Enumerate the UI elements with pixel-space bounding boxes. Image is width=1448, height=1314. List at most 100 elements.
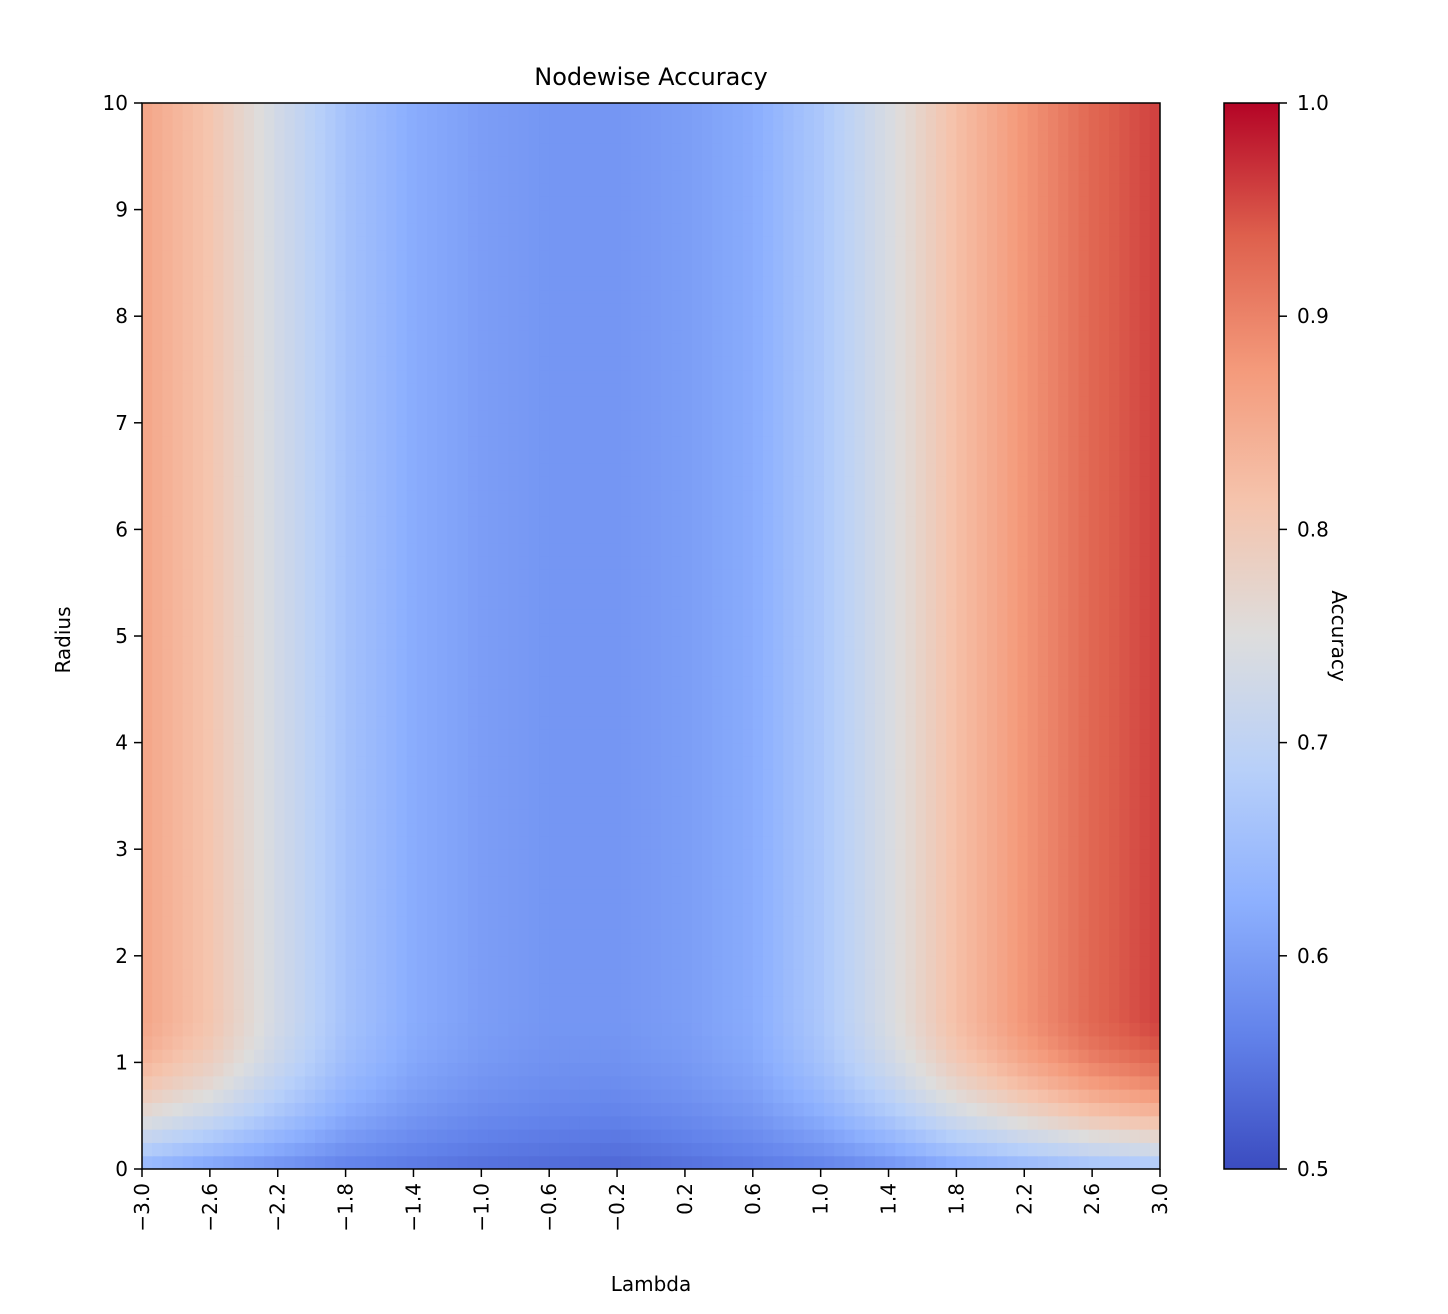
- heatmap-cell: [651, 1155, 662, 1169]
- heatmap-cell: [630, 1022, 642, 1037]
- heatmap-cell: [1119, 556, 1131, 570]
- heatmap-cell: [610, 862, 622, 877]
- heatmap-cell: [508, 995, 520, 1010]
- heatmap-cell: [1037, 502, 1049, 517]
- heatmap-cell: [600, 1022, 611, 1037]
- heatmap-cell: [793, 609, 805, 624]
- heatmap-cell: [304, 529, 316, 544]
- heatmap-cell: [589, 702, 601, 717]
- heatmap-cell: [1037, 822, 1049, 837]
- heatmap-cell: [1139, 1062, 1151, 1077]
- heatmap-cell: [946, 982, 957, 997]
- heatmap-cell: [986, 955, 998, 970]
- heatmap-cell: [467, 769, 479, 784]
- heatmap-cell: [213, 995, 225, 1010]
- heatmap-cell: [376, 1022, 387, 1037]
- heatmap-cell: [152, 795, 163, 810]
- heatmap-cell: [589, 809, 601, 824]
- heatmap-cell: [376, 1049, 387, 1064]
- heatmap-cell: [1119, 1129, 1131, 1143]
- heatmap-cell: [488, 715, 499, 730]
- heatmap-cell: [742, 782, 754, 797]
- heatmap-cell: [315, 622, 326, 637]
- heatmap-cell: [834, 529, 846, 544]
- heatmap-cell: [1078, 902, 1090, 917]
- heatmap-cell: [793, 955, 805, 970]
- heatmap-cell: [549, 1022, 560, 1037]
- heatmap-cell: [376, 795, 387, 810]
- heatmap-cell: [803, 516, 815, 530]
- heatmap-cell: [834, 1102, 846, 1117]
- heatmap-cell: [936, 809, 947, 824]
- heatmap-cell: [304, 915, 316, 930]
- heatmap-cell: [386, 516, 398, 530]
- heatmap-cell: [671, 955, 683, 970]
- heatmap-cell: [1129, 516, 1141, 530]
- heatmap-cell: [610, 889, 622, 904]
- heatmap-cell: [264, 636, 275, 650]
- heatmap-cell: [182, 969, 194, 984]
- heatmap-cell: [233, 915, 245, 930]
- heatmap-cell: [284, 822, 296, 837]
- heatmap-cell: [315, 915, 326, 930]
- heatmap-cell: [274, 596, 286, 610]
- heatmap-cell: [477, 742, 489, 757]
- heatmap-cell: [579, 1089, 591, 1103]
- heatmap-cell: [518, 1009, 530, 1024]
- heatmap-cell: [1007, 955, 1019, 970]
- heatmap-cell: [885, 556, 896, 570]
- heatmap-cell: [915, 742, 927, 757]
- heatmap-cell: [681, 822, 693, 837]
- heatmap-cell: [783, 1089, 795, 1103]
- heatmap-cell: [203, 742, 214, 757]
- heatmap-cell: [986, 636, 998, 650]
- heatmap-cell: [253, 542, 265, 557]
- heatmap-cell: [661, 1035, 672, 1050]
- heatmap-cell: [549, 929, 560, 944]
- heatmap-cell: [1098, 1049, 1110, 1064]
- heatmap-cell: [762, 849, 774, 864]
- heatmap-cell: [253, 1155, 265, 1169]
- heatmap-cell: [1007, 582, 1019, 597]
- heatmap-cell: [549, 849, 560, 864]
- heatmap-cell: [152, 929, 163, 944]
- heatmap-cell: [661, 1062, 672, 1077]
- heatmap-cell: [966, 942, 978, 957]
- heatmap-cell: [997, 662, 1008, 677]
- heatmap-cell: [315, 1089, 326, 1103]
- heatmap-cell: [172, 636, 184, 650]
- heatmap-cell: [325, 1142, 337, 1157]
- heatmap-cell: [1109, 1129, 1120, 1143]
- heatmap-cell: [437, 809, 448, 824]
- heatmap-cell: [915, 902, 927, 917]
- heatmap-cell: [1119, 755, 1131, 770]
- heatmap-cell: [365, 1075, 377, 1090]
- heatmap-cell: [925, 982, 937, 997]
- heatmap-cell: [528, 955, 540, 970]
- heatmap-cell: [762, 795, 774, 810]
- heatmap-cell: [976, 995, 988, 1010]
- heatmap-cell: [1129, 849, 1141, 864]
- heatmap-cell: [386, 929, 398, 944]
- heatmap-cell: [600, 795, 611, 810]
- heatmap-cell: [671, 1129, 683, 1143]
- heatmap-cell: [376, 1062, 387, 1077]
- heatmap-cell: [732, 955, 744, 970]
- heatmap-cell: [874, 1089, 886, 1103]
- heatmap-cell: [243, 1075, 255, 1090]
- heatmap-cell: [610, 1142, 622, 1157]
- heatmap-cell: [1007, 915, 1019, 930]
- heatmap-cell: [498, 955, 510, 970]
- heatmap-cell: [1139, 942, 1151, 957]
- heatmap-cell: [152, 1142, 163, 1157]
- heatmap-cell: [905, 1075, 917, 1090]
- heatmap-cell: [1037, 1089, 1049, 1103]
- heatmap-cell: [427, 889, 438, 904]
- heatmap-cell: [986, 662, 998, 677]
- heatmap-cell: [182, 542, 194, 557]
- heatmap-cell: [416, 582, 428, 597]
- heatmap-cell: [365, 715, 377, 730]
- heatmap-cell: [976, 835, 988, 850]
- heatmap-cell: [722, 875, 734, 890]
- heatmap-cell: [651, 822, 662, 837]
